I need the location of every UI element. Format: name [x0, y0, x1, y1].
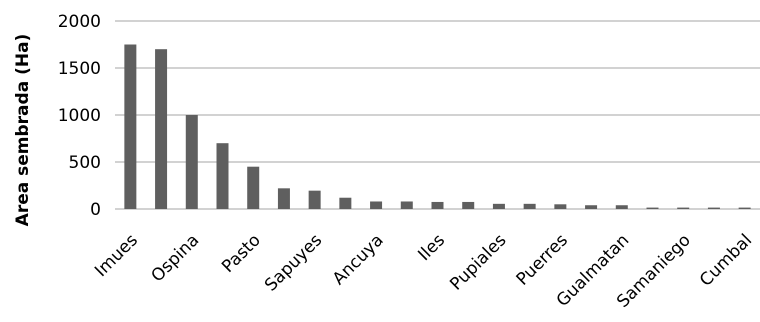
bar: [677, 207, 690, 209]
x-tick-label: Puerres: [513, 230, 572, 289]
bar: [400, 201, 413, 209]
y-tick-label: 1500: [58, 59, 101, 79]
bar: [155, 49, 168, 210]
bar: [554, 204, 567, 209]
x-tick-label: Pasto: [218, 230, 265, 277]
x-tick-label: Ancuya: [329, 230, 388, 289]
x-tick-label: Iles: [414, 230, 449, 265]
y-tick-labels: 0 500 1000 1500 2000: [58, 12, 101, 220]
bar: [738, 207, 751, 209]
bars: [124, 44, 751, 210]
y-axis-title: Area sembrada (Ha): [13, 34, 33, 227]
bar: [707, 207, 720, 209]
bar: [370, 201, 383, 209]
bar: [247, 166, 260, 209]
x-tick-label: Pupiales: [446, 230, 510, 294]
bar: [308, 190, 321, 209]
bar: [523, 203, 536, 209]
x-tick-label: Imues: [91, 230, 142, 281]
bar: [277, 188, 290, 209]
y-tick-label: 1000: [58, 106, 101, 126]
y-tick-label: 500: [69, 153, 101, 173]
bar: [339, 197, 352, 209]
bar: [124, 44, 137, 209]
bar: [615, 205, 628, 209]
y-tick-label: 0: [90, 200, 101, 220]
bar: [185, 115, 198, 209]
x-tick-label: Sapuyes: [261, 230, 326, 295]
bar: [462, 201, 475, 209]
bar: [431, 201, 444, 209]
x-tick-label: Ospina: [147, 230, 203, 286]
gridlines: [115, 20, 760, 210]
x-tick-label: Cumbal: [696, 230, 756, 290]
bar: [646, 207, 659, 209]
bar: [216, 143, 229, 209]
bar: [492, 203, 505, 209]
y-tick-label: 2000: [58, 12, 101, 32]
bar: [585, 205, 598, 209]
